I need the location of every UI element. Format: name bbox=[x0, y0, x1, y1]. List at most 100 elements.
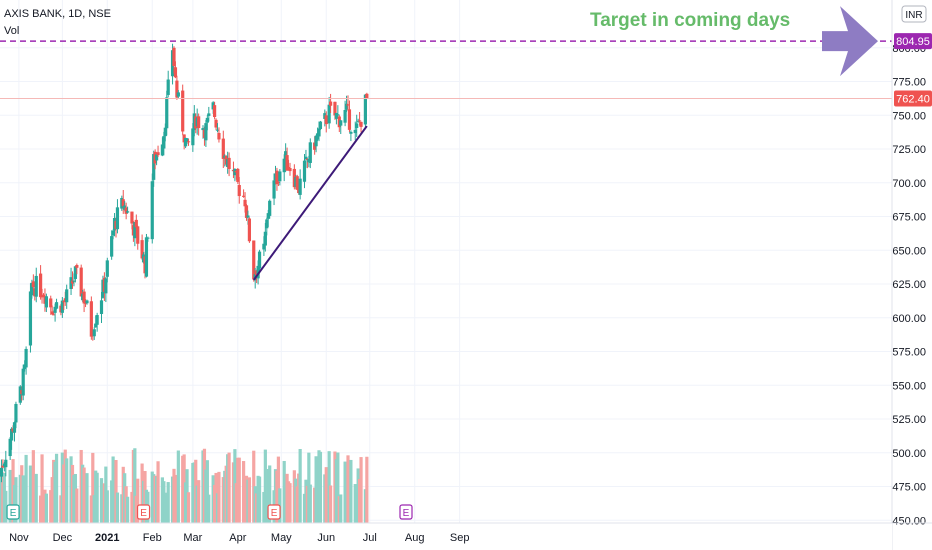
candle-body bbox=[30, 282, 34, 296]
candle-body bbox=[126, 211, 130, 213]
volume-bar bbox=[34, 473, 38, 523]
volume-bar bbox=[133, 448, 137, 523]
candle-body bbox=[72, 280, 76, 282]
candle-body bbox=[363, 94, 367, 125]
candle-body bbox=[156, 152, 160, 156]
candle-body bbox=[4, 459, 8, 468]
y-tick-label: 675.00 bbox=[892, 212, 926, 224]
x-tick-label: Sep bbox=[450, 532, 470, 544]
earnings-marker bbox=[136, 504, 151, 520]
y-tick-label: 625.00 bbox=[892, 279, 926, 291]
candle-body bbox=[282, 158, 286, 173]
y-tick-label: 700.00 bbox=[892, 178, 926, 190]
volume-bar bbox=[31, 450, 35, 523]
annotation-text: Target in coming days bbox=[590, 10, 790, 31]
candles bbox=[0, 43, 369, 483]
candle-body bbox=[343, 110, 347, 123]
volume-bar bbox=[115, 492, 120, 523]
candle-body bbox=[173, 67, 178, 78]
candle-body bbox=[204, 123, 208, 141]
candle-body bbox=[75, 265, 79, 268]
target-price-badge-bg bbox=[894, 33, 932, 50]
candle-body bbox=[95, 315, 99, 325]
candle-body bbox=[256, 265, 260, 279]
candle-body bbox=[31, 281, 35, 288]
candle-body bbox=[237, 184, 241, 197]
volume-bar bbox=[349, 459, 353, 523]
volume-bar bbox=[237, 457, 241, 523]
candle-body bbox=[18, 386, 22, 403]
candle-body bbox=[333, 101, 337, 116]
last-price-badge-bg bbox=[894, 90, 932, 107]
candle-body bbox=[62, 301, 66, 303]
candle-body bbox=[191, 128, 195, 146]
candle-body bbox=[213, 105, 217, 118]
volume-bar bbox=[365, 456, 369, 523]
candle-body bbox=[262, 243, 266, 250]
volume-bar bbox=[44, 493, 48, 523]
candle-body bbox=[217, 132, 221, 140]
candle-body bbox=[358, 120, 362, 122]
candle-body bbox=[82, 291, 86, 304]
candle-body bbox=[160, 144, 164, 156]
candle-body bbox=[329, 101, 333, 106]
candle-body bbox=[266, 213, 270, 219]
candle-body bbox=[298, 178, 302, 195]
candle-body bbox=[12, 422, 17, 433]
volume-bar bbox=[4, 490, 8, 523]
volume-bar bbox=[217, 471, 221, 523]
candle-body bbox=[285, 155, 289, 171]
x-tick-label: 2021 bbox=[95, 532, 119, 544]
candle-body bbox=[339, 120, 343, 126]
volume-bar bbox=[268, 465, 272, 523]
earnings-marker-label: E bbox=[140, 508, 147, 519]
candle-body bbox=[175, 80, 179, 98]
earnings-marker bbox=[399, 504, 413, 520]
earnings-marker-label: E bbox=[403, 508, 410, 519]
candle-body bbox=[288, 168, 292, 172]
candle-body bbox=[172, 47, 176, 67]
trendline bbox=[252, 125, 368, 281]
candle-body bbox=[197, 116, 201, 129]
x-tick-label: Feb bbox=[143, 532, 162, 544]
volume-bar bbox=[65, 458, 69, 523]
x-tick-label: Aug bbox=[405, 532, 425, 544]
volume-bar bbox=[105, 490, 109, 523]
candle-body bbox=[60, 300, 64, 313]
earnings-marker bbox=[267, 504, 281, 520]
candle-body bbox=[14, 403, 18, 423]
candle-body bbox=[295, 176, 299, 190]
symbol-title[interactable]: AXIS BANK, 1D, NSE bbox=[4, 8, 111, 20]
earnings-marker-label: E bbox=[271, 508, 278, 519]
candle-body bbox=[359, 121, 363, 127]
candle-body bbox=[344, 103, 349, 110]
volume-bar bbox=[359, 457, 363, 523]
candle-body bbox=[130, 211, 134, 224]
volume-bar bbox=[136, 478, 140, 523]
x-tick-label: Apr bbox=[229, 532, 246, 544]
candle-body bbox=[150, 181, 154, 240]
candle-body bbox=[268, 200, 272, 216]
x-tick-label: May bbox=[271, 532, 292, 544]
candle-body bbox=[207, 113, 211, 116]
candle-body bbox=[347, 109, 352, 130]
candle-body bbox=[236, 168, 240, 182]
volume-bar bbox=[308, 484, 312, 523]
candle-body bbox=[334, 112, 338, 119]
candle-body bbox=[73, 266, 77, 279]
candle-body bbox=[39, 273, 43, 298]
candle-body bbox=[134, 219, 138, 228]
candle-body bbox=[65, 289, 69, 303]
candle-body bbox=[263, 231, 267, 246]
candle-body bbox=[336, 114, 340, 116]
volume-bar bbox=[40, 454, 44, 523]
volume-bar bbox=[126, 496, 130, 523]
candle-body bbox=[152, 154, 156, 180]
target-arrow-icon bbox=[822, 6, 878, 77]
currency-badge: INR bbox=[905, 10, 922, 21]
candle-body bbox=[105, 260, 109, 277]
volume-bar bbox=[95, 472, 99, 523]
candle-body bbox=[166, 79, 170, 95]
